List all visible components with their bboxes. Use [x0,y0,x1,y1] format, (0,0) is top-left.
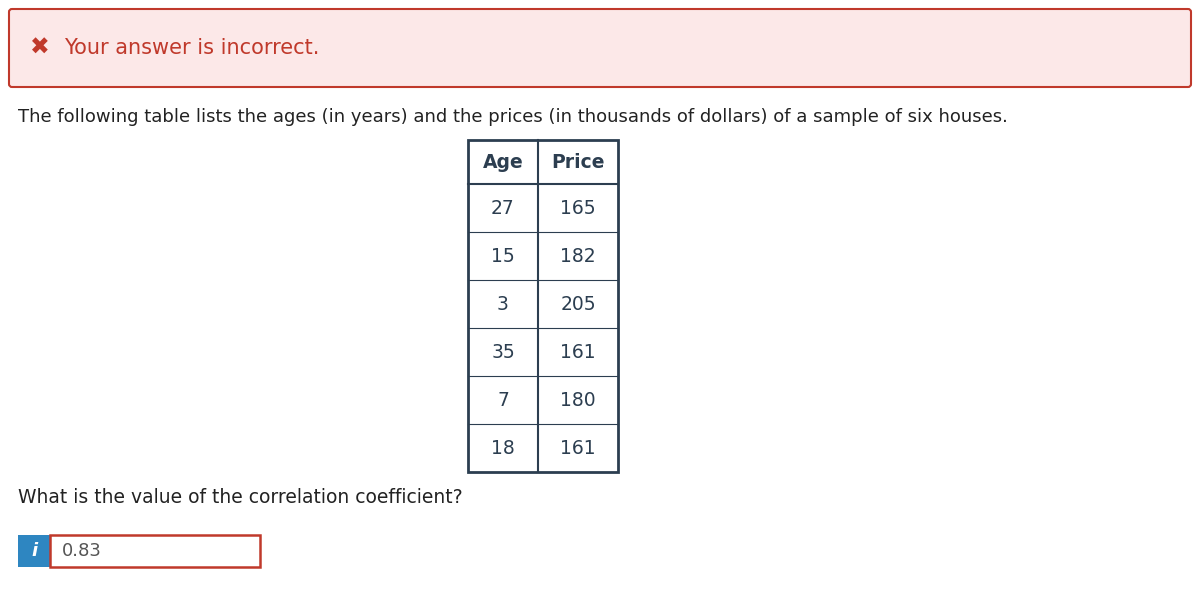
Text: 18: 18 [491,439,515,458]
Text: 180: 180 [560,390,596,409]
Text: What is the value of the correlation coefficient?: What is the value of the correlation coe… [18,488,463,507]
Bar [50,535,260,567]
Text: 182: 182 [560,246,596,266]
Text: 7: 7 [497,390,509,409]
Text: 35: 35 [491,343,515,362]
Text: 3: 3 [497,295,509,313]
Text: Age: Age [482,153,523,172]
Bar [468,140,618,472]
Text: 161: 161 [560,343,596,362]
Text: The following table lists the ages (in years) and the prices (in thousands of do: The following table lists the ages (in y… [18,108,1008,126]
Text: 15: 15 [491,246,515,266]
Text: ✖: ✖ [30,36,50,60]
Text: i: i [31,542,37,560]
Text: 27: 27 [491,199,515,218]
Text: Price: Price [551,153,605,172]
Bar [18,535,50,567]
Text: 0.83: 0.83 [62,542,102,560]
Text: 205: 205 [560,295,596,313]
Text: 161: 161 [560,439,596,458]
Text: 165: 165 [560,199,596,218]
FancyBboxPatch shape [10,9,1190,87]
Text: Your answer is incorrect.: Your answer is incorrect. [64,38,319,58]
